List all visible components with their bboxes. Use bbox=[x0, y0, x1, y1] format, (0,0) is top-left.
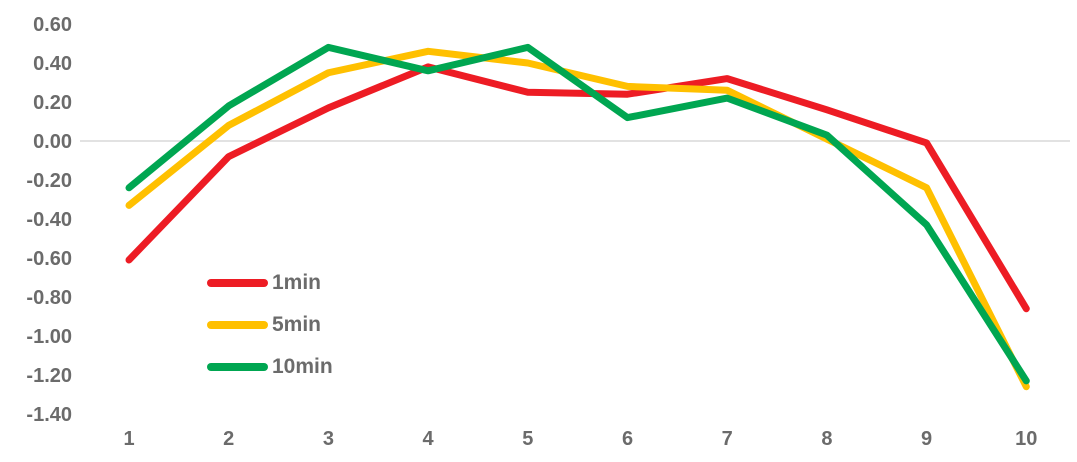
x-tick-label: 9 bbox=[921, 428, 932, 450]
chart-legend: 1min 5min 10min bbox=[207, 270, 333, 379]
x-tick-label: 10 bbox=[1015, 428, 1037, 450]
x-tick-label: 6 bbox=[622, 428, 633, 450]
legend-label: 5min bbox=[272, 313, 322, 336]
legend-label: 10min bbox=[272, 355, 333, 378]
legend-label: 1min bbox=[272, 271, 322, 294]
series-line-10min bbox=[125, 43, 1030, 385]
legend-swatch-icon bbox=[207, 362, 268, 371]
x-tick-label: 3 bbox=[323, 428, 334, 450]
y-tick-label: 0.40 bbox=[33, 53, 72, 75]
legend-swatch-icon bbox=[207, 320, 268, 329]
legend-swatch-icon bbox=[207, 278, 268, 287]
x-tick-label: 7 bbox=[722, 428, 733, 450]
y-tick-label: -1.20 bbox=[26, 365, 72, 387]
y-tick-label: -0.20 bbox=[26, 170, 72, 192]
legend-item-5min: 5min bbox=[207, 312, 333, 337]
series-line-1min bbox=[125, 63, 1030, 313]
x-tick-label: 8 bbox=[821, 428, 832, 450]
series-line-5min bbox=[125, 47, 1030, 391]
y-tick-label: 0.00 bbox=[33, 131, 72, 153]
y-tick-label: -0.40 bbox=[26, 209, 72, 231]
y-tick-label: -0.60 bbox=[26, 248, 72, 270]
y-tick-label: -1.40 bbox=[26, 404, 72, 426]
y-tick-label: 0.20 bbox=[33, 92, 72, 114]
legend-item-1min: 1min bbox=[207, 270, 333, 295]
y-tick-label: -0.80 bbox=[26, 287, 72, 309]
x-tick-label: 5 bbox=[522, 428, 533, 450]
y-tick-label: 0.60 bbox=[33, 14, 72, 36]
y-tick-label: -1.00 bbox=[26, 326, 72, 348]
x-tick-label: 4 bbox=[423, 428, 435, 450]
legend-item-10min: 10min bbox=[207, 354, 333, 379]
x-tick-label: 1 bbox=[123, 428, 134, 450]
x-tick-label: 2 bbox=[223, 428, 234, 450]
